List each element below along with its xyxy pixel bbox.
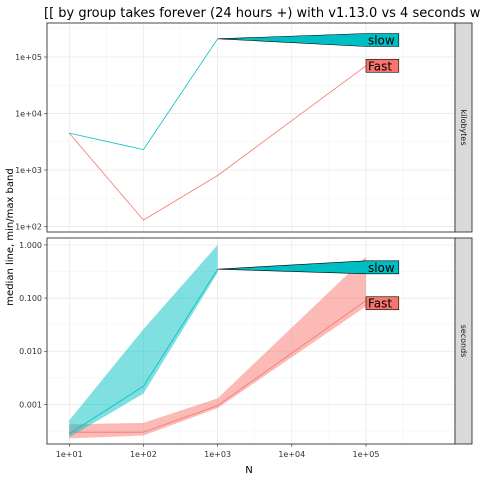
label-text: Fast bbox=[368, 59, 392, 73]
y-tick-label: 1e+03 bbox=[15, 166, 42, 175]
x-axis-title: N bbox=[245, 465, 252, 476]
direct-label-fast: Fast bbox=[366, 59, 399, 73]
x-tick-label: 1e+03 bbox=[204, 450, 231, 459]
x-tick-label: 1e+01 bbox=[56, 450, 83, 459]
y-tick-label: 1.000 bbox=[19, 241, 42, 250]
y-tick-label: 1e+04 bbox=[15, 110, 42, 119]
y-tick-label: 1e+05 bbox=[15, 53, 42, 62]
facet-panel-kilobytes: 1e+02 1e+03 1e+04 1e+05 slow Fast kilobytes bbox=[15, 23, 472, 232]
y-axis-title: median line, min/max band bbox=[5, 168, 16, 305]
direct-label-fast: Fast bbox=[366, 297, 399, 311]
label-text: Fast bbox=[368, 297, 392, 311]
strip-label-kilobytes: kilobytes bbox=[459, 109, 468, 145]
chart-title: [[ by group takes forever (24 hours +) w… bbox=[44, 6, 480, 21]
y-tick-label: 1e+02 bbox=[15, 223, 42, 232]
y-tick-label: 0.100 bbox=[19, 294, 42, 303]
strip-label-seconds: seconds bbox=[459, 325, 468, 358]
label-text: slow bbox=[368, 261, 395, 275]
panels: 1e+02 1e+03 1e+04 1e+05 slow Fast kilobytes 0.0… bbox=[15, 23, 472, 459]
y-tick-label: 0.001 bbox=[19, 400, 42, 409]
x-tick-label: 1e+05 bbox=[353, 450, 380, 459]
label-text: slow bbox=[368, 34, 395, 48]
y-tick-label: 0.010 bbox=[19, 347, 42, 356]
facet-panel-seconds: 0.001 0.010 0.100 1.000 slow Fast seconds bbox=[19, 238, 472, 444]
panel-background bbox=[47, 23, 455, 232]
x-tick-label: 1e+04 bbox=[278, 450, 305, 459]
x-tick-label: 1e+02 bbox=[130, 450, 157, 459]
